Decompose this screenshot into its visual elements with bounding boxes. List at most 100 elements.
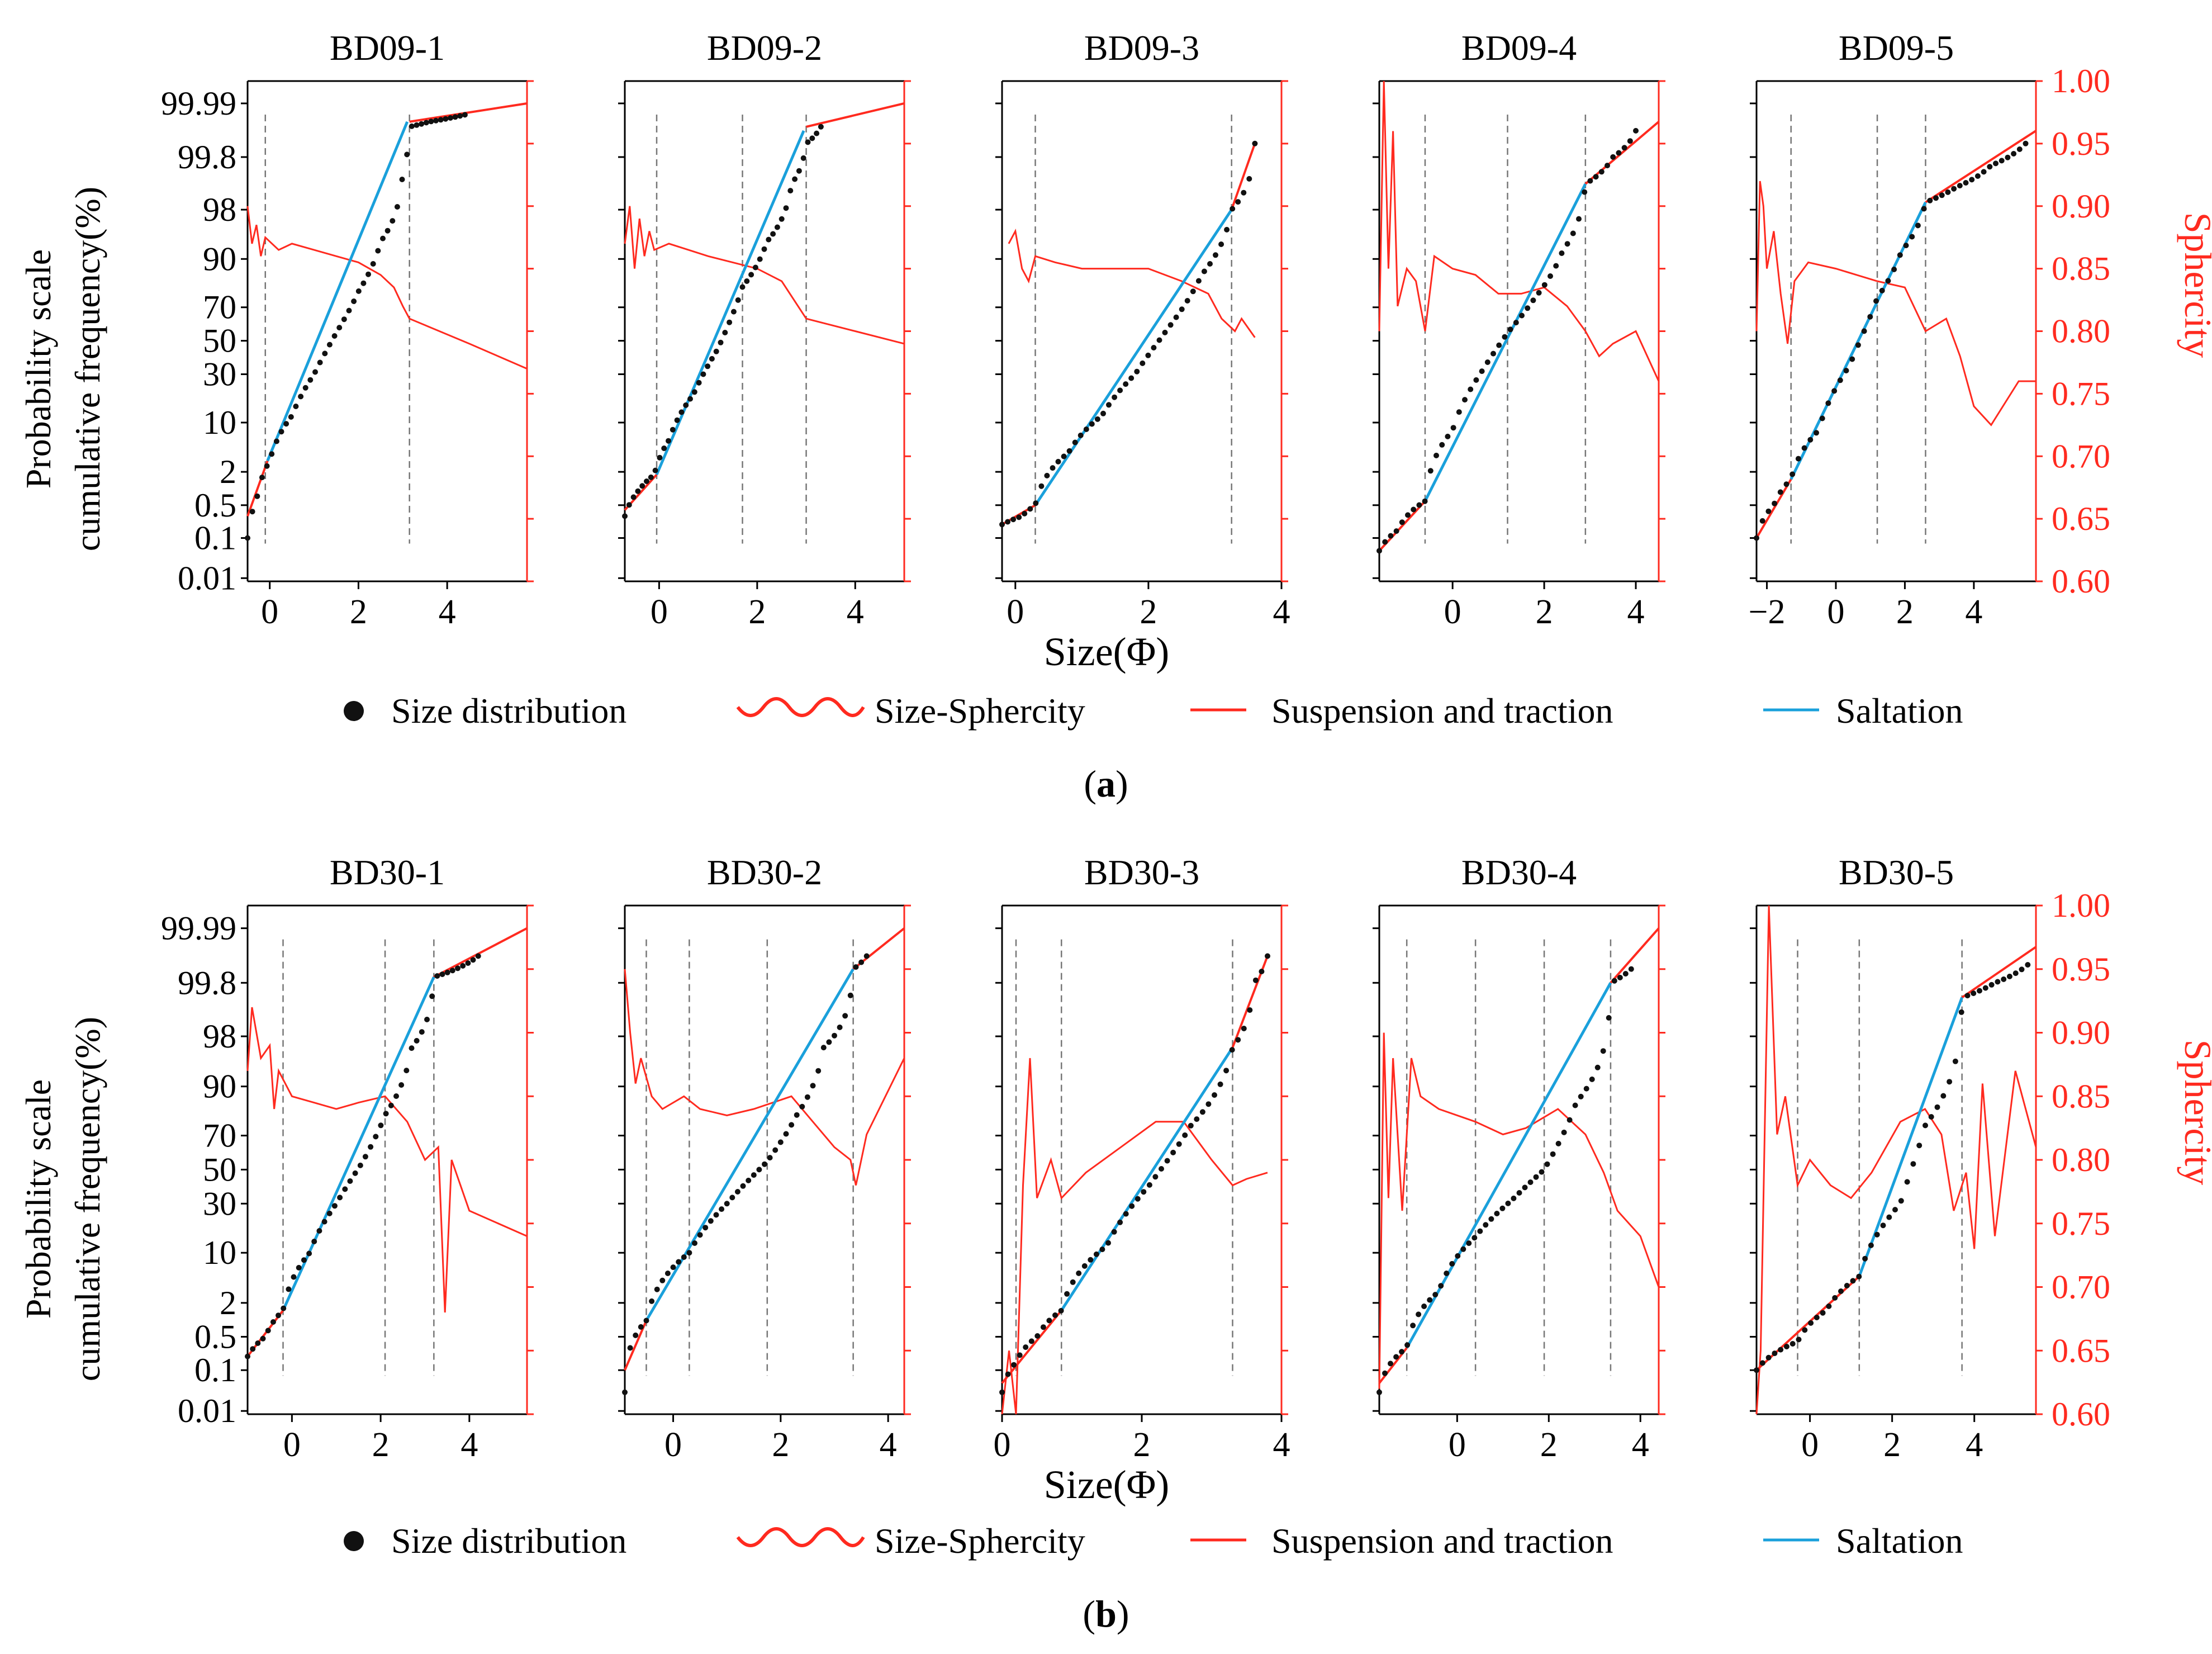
size-distribution-point xyxy=(796,168,802,174)
legend-a-saltation: Saltation xyxy=(1836,691,1963,731)
size-distribution-point xyxy=(475,953,481,959)
x-tick-label: 2 xyxy=(372,1426,390,1464)
size-distribution-point xyxy=(1606,1015,1612,1021)
size-distribution-point xyxy=(1605,163,1610,169)
size-distribution-point xyxy=(697,1232,703,1238)
size-distribution-point xyxy=(1089,421,1095,427)
y-tick-label: 0.01 xyxy=(178,1392,236,1429)
size-distribution-point xyxy=(409,1045,415,1051)
size-distribution-point xyxy=(1957,183,1963,189)
size-distribution-point xyxy=(1582,189,1588,195)
size-distribution-point xyxy=(649,1298,655,1304)
size-distribution-point xyxy=(250,1346,256,1352)
size-distribution-point xyxy=(465,960,471,966)
size-distribution-point xyxy=(1564,241,1570,247)
size-distribution-point xyxy=(1969,177,1975,183)
size-distribution-point xyxy=(1600,1048,1606,1054)
size-distribution-point xyxy=(1548,273,1553,279)
size-distribution-point xyxy=(414,122,420,128)
size-distribution-point xyxy=(674,417,680,423)
size-distribution-point xyxy=(787,188,794,194)
x-tick-label: 4 xyxy=(439,593,456,631)
size-distribution-point xyxy=(1765,508,1772,514)
legend-b: Size distribution Size-Sphercity Suspens… xyxy=(344,1521,1963,1561)
x-tick-label: 2 xyxy=(748,593,766,631)
size-distribution-point xyxy=(1945,189,1951,195)
size-distribution-point xyxy=(455,965,461,971)
size-distribution-point xyxy=(783,205,789,211)
size-distribution-point xyxy=(1038,483,1045,489)
size-distribution-point xyxy=(276,1312,281,1319)
size-distribution-point xyxy=(301,1257,307,1263)
size-distribution-point xyxy=(306,1250,312,1257)
size-distribution-point xyxy=(1891,267,1897,272)
x-tick-label: 4 xyxy=(1627,593,1645,631)
size-distribution-point xyxy=(337,1195,343,1201)
size-distribution-point xyxy=(1494,1211,1500,1216)
y-tick-label: 98 xyxy=(203,1018,236,1055)
size-distribution-point xyxy=(1583,1086,1589,1092)
size-distribution-point xyxy=(762,1161,767,1167)
panel-title: BD30-4 xyxy=(1461,852,1577,892)
size-distribution-point xyxy=(409,123,415,129)
size-distribution-point xyxy=(2006,973,2012,979)
x-tick-label: 0 xyxy=(1449,1426,1466,1464)
size-distribution-point xyxy=(336,325,343,331)
size-distribution-point xyxy=(1488,1216,1494,1222)
size-distribution-point xyxy=(1511,1195,1517,1201)
size-distribution-point xyxy=(307,377,314,383)
x-tick-label: 2 xyxy=(350,593,367,631)
size-distribution-point xyxy=(1616,150,1622,156)
size-distribution-point xyxy=(1247,1007,1253,1013)
size-distribution-point xyxy=(331,333,338,339)
size-distribution-point xyxy=(388,1102,394,1108)
size-distribution-point xyxy=(1106,402,1112,408)
size-distribution-point xyxy=(1933,195,1939,201)
size-distribution-point xyxy=(1539,1169,1545,1175)
sphericity-curve xyxy=(1378,80,1660,382)
size-distribution-point xyxy=(1399,519,1405,525)
size-distribution-point xyxy=(1140,360,1146,366)
size-distribution-point xyxy=(709,356,715,362)
panel-BD30-2: BD30-2 0 2 4 xyxy=(618,852,911,1464)
size-distribution-point xyxy=(1427,468,1433,474)
size-distribution-point xyxy=(1205,1101,1212,1107)
size-distribution-point xyxy=(1987,164,1993,170)
size-distribution-point xyxy=(1156,337,1162,343)
size-distribution-point xyxy=(2001,976,2007,982)
size-distribution-point xyxy=(452,114,458,120)
size-distribution-point xyxy=(1789,471,1796,477)
size-distribution-point xyxy=(378,1122,384,1129)
size-distribution-point xyxy=(999,1389,1005,1395)
y-tick-label: 50 xyxy=(203,323,236,359)
size-distribution-point xyxy=(460,963,466,969)
y2-tick-label: 0.90 xyxy=(2052,188,2110,225)
size-distribution-point xyxy=(1837,377,1843,383)
size-distribution-point xyxy=(423,120,429,126)
size-distribution-point xyxy=(1527,1179,1534,1185)
y2-tick-label: 0.70 xyxy=(2052,438,2110,475)
size-distribution-point xyxy=(270,1319,276,1325)
y-tick-label: 70 xyxy=(203,1117,236,1154)
sphericity-curve xyxy=(1008,228,1256,338)
size-distribution-point xyxy=(1010,516,1017,523)
x-tick-label: −2 xyxy=(1749,593,1786,631)
size-distribution-point xyxy=(1801,445,1807,451)
size-distribution-point xyxy=(1892,1207,1898,1213)
size-distribution-point xyxy=(1468,386,1474,392)
size-distribution-point xyxy=(1856,1273,1862,1279)
y2-tick-label: 0.60 xyxy=(2052,563,2110,600)
size-distribution-point xyxy=(1128,375,1135,381)
size-distribution-point xyxy=(1880,1222,1886,1229)
suspension-line xyxy=(1610,927,1660,984)
size-distribution-point xyxy=(1462,397,1468,403)
saltation-line xyxy=(1034,208,1233,506)
size-distribution-point xyxy=(1265,953,1270,959)
size-distribution-point xyxy=(1885,278,1891,284)
size-distribution-point xyxy=(370,261,376,267)
y-tick-label: 99.8 xyxy=(178,139,236,176)
size-distribution-point xyxy=(820,1045,827,1051)
size-distribution-point xyxy=(1246,176,1252,182)
size-distribution-point xyxy=(317,359,323,366)
size-distribution-point xyxy=(1820,1310,1826,1316)
